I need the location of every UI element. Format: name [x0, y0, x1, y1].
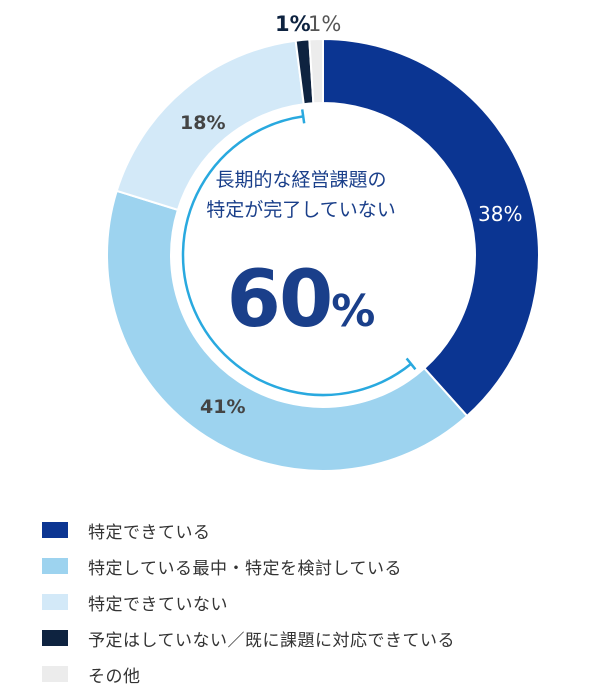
annotation-text: 長期的な経営課題の 特定が完了していない [0, 165, 602, 225]
donut-segments [106, 37, 540, 472]
label-in-progress: 41% [200, 396, 246, 418]
legend: 特定できている 特定している最中・特定を検討している 特定できていない 予定はし… [42, 512, 455, 692]
donut-segment [308, 37, 324, 105]
legend-item: 予定はしていない／既に課題に対応できている [42, 620, 455, 656]
legend-label: 特定できている [88, 522, 211, 543]
legend-item: その他 [42, 656, 455, 692]
annotation-number: 60 [226, 255, 334, 345]
annotation-value: 60% [0, 255, 602, 357]
donut-segment [322, 37, 540, 418]
bracket-tick-start [405, 357, 417, 371]
legend-label: 特定している最中・特定を検討している [88, 558, 402, 579]
bracket-tick-end [300, 109, 306, 124]
annotation-unit: % [331, 286, 376, 337]
legend-swatch [42, 558, 68, 574]
label-not-specified: 18% [180, 112, 226, 134]
legend-item: 特定している最中・特定を検討している [42, 548, 455, 584]
label-specified: 38% [478, 202, 523, 226]
label-other: 1% [308, 12, 342, 36]
annotation-bracket [181, 115, 412, 397]
legend-swatch [42, 666, 68, 682]
legend-label: 特定できていない [88, 594, 228, 615]
annotation-line2: 特定が完了していない [206, 199, 396, 221]
legend-item: 特定できている [42, 512, 455, 548]
legend-swatch [42, 630, 68, 646]
annotation-line1: 長期的な経営課題の [215, 169, 387, 191]
legend-swatch [42, 522, 68, 538]
label-no-plan: 1% [275, 12, 311, 36]
legend-label: その他 [88, 666, 141, 687]
donut-segment [106, 189, 469, 472]
legend-label: 予定はしていない／既に課題に対応できている [88, 630, 455, 651]
legend-item: 特定できていない [42, 584, 455, 620]
legend-swatch [42, 594, 68, 610]
donut-chart [106, 37, 540, 472]
